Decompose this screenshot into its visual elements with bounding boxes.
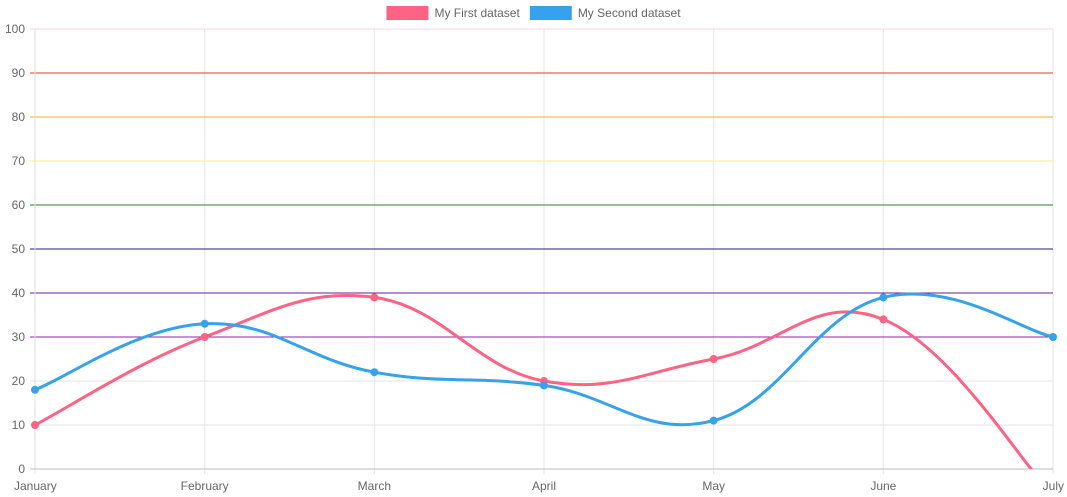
x-tick-label: May — [702, 479, 725, 493]
y-tick-label: 20 — [12, 374, 26, 388]
y-tick-label: 70 — [12, 154, 26, 168]
data-point[interactable] — [31, 421, 39, 429]
series-1 — [31, 293, 1033, 469]
grid — [30, 28, 1054, 474]
y-tick-label: 50 — [12, 242, 26, 256]
data-point[interactable] — [879, 315, 888, 324]
data-point[interactable] — [370, 368, 379, 377]
series-2 — [31, 292, 1057, 427]
y-tick-label: 0 — [18, 462, 25, 476]
legend: My First dataset My Second dataset — [386, 6, 681, 20]
y-tick-label: 100 — [5, 22, 25, 36]
y-tick-label: 90 — [12, 66, 26, 80]
x-tick-label: April — [532, 479, 556, 493]
legend-label: My Second dataset — [578, 6, 681, 20]
legend-item[interactable]: My Second dataset — [529, 6, 681, 20]
data-point[interactable] — [1049, 333, 1057, 341]
x-tick-label: January — [14, 479, 57, 493]
x-tick-label: June — [870, 479, 896, 493]
data-point[interactable] — [370, 293, 379, 302]
data-point[interactable] — [200, 333, 209, 341]
data-point[interactable] — [879, 293, 888, 302]
legend-item[interactable]: My First dataset — [386, 6, 520, 20]
legend-label: My First dataset — [434, 6, 520, 20]
x-tick-labels: January February March April May June July — [14, 479, 1064, 493]
y-tick-labels: 0 10 20 30 40 50 60 70 80 90 100 — [5, 22, 25, 476]
data-point[interactable] — [200, 319, 209, 328]
x-tick-label: March — [358, 479, 391, 493]
x-tick-label: July — [1043, 479, 1064, 493]
data-point[interactable] — [709, 355, 718, 363]
y-tick-label: 80 — [12, 110, 26, 124]
x-tick-label: February — [181, 479, 229, 493]
legend-swatch — [529, 6, 572, 20]
y-tick-label: 10 — [12, 418, 26, 432]
y-tick-label: 60 — [12, 198, 26, 212]
y-tick-label: 30 — [12, 330, 26, 344]
data-point[interactable] — [31, 385, 39, 394]
y-tick-label: 40 — [12, 286, 26, 300]
data-point[interactable] — [540, 381, 548, 390]
legend-swatch — [386, 6, 429, 20]
data-point[interactable] — [709, 416, 718, 425]
